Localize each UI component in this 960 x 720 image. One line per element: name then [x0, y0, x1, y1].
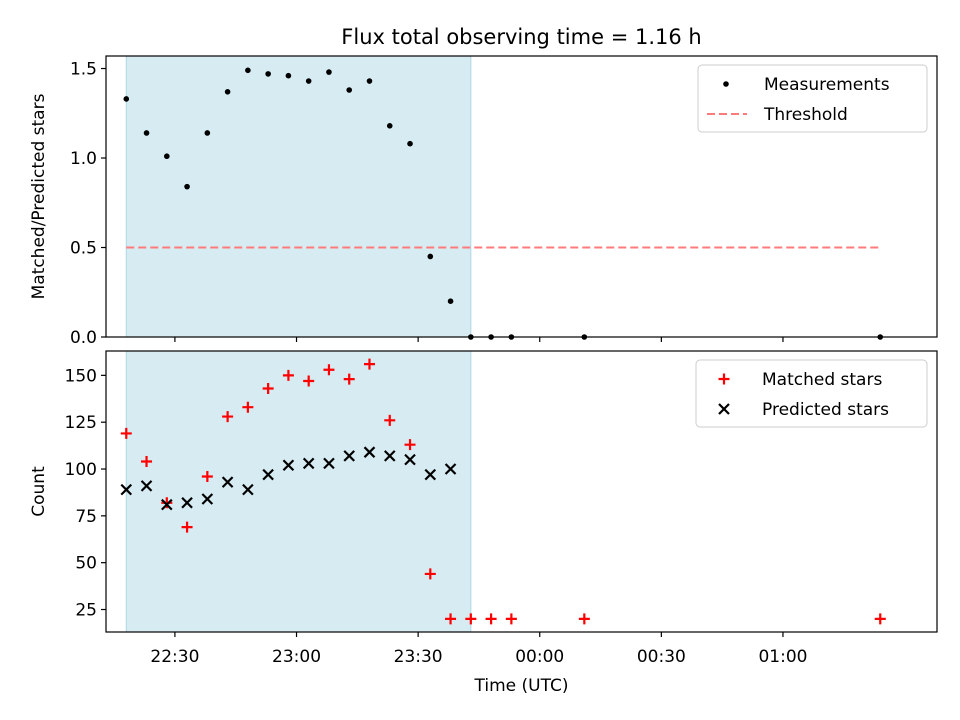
data-point: [424, 568, 436, 580]
y-tick-label: 75: [75, 507, 97, 527]
data-point: [305, 78, 312, 84]
data-point: [143, 130, 150, 136]
legend-box: [697, 64, 928, 133]
data-point: [282, 369, 294, 381]
data-point: [285, 72, 292, 79]
x-tick-label: 23:30: [394, 647, 443, 667]
data-point: [184, 183, 190, 190]
data-point: [224, 88, 231, 95]
data-point: [346, 87, 353, 93]
data-point: [427, 253, 434, 260]
x-tick-label: 23:00: [272, 647, 321, 667]
data-point: [363, 446, 376, 458]
data-point: [505, 613, 517, 625]
data-point: [445, 613, 457, 625]
legend-label: Measurements: [764, 75, 890, 95]
axes-frame: [105, 55, 938, 338]
x-tick-label: 22:30: [150, 647, 199, 667]
series-matched-stars: [120, 358, 886, 625]
data-point: [404, 439, 416, 451]
data-point: [141, 456, 153, 468]
data-point: [578, 613, 590, 625]
legend-label: Threshold: [763, 105, 848, 125]
y-tick-label: 0.5: [70, 239, 97, 259]
data-point: [343, 373, 355, 385]
data-point: [181, 496, 193, 509]
data-point: [323, 364, 335, 376]
y-axis-label: Count: [29, 466, 49, 517]
y-tick-label: 1.0: [70, 149, 97, 169]
data-point: [161, 497, 173, 509]
y-axis-label: Matched/Predicted stars: [29, 93, 49, 299]
y-tick-label: 100: [65, 460, 97, 480]
data-point: [120, 427, 132, 439]
data-point: [282, 459, 295, 472]
axes-frame: [105, 350, 938, 633]
data-point: [262, 468, 274, 481]
legend: Matched stars Predicted stars: [695, 359, 928, 428]
data-point: [123, 96, 130, 102]
data-point: [302, 457, 315, 470]
data-point: [447, 298, 454, 305]
data-point: [222, 411, 234, 423]
data-point: [221, 476, 234, 488]
data-point: [386, 123, 393, 129]
x-tick-label: 00:00: [515, 647, 564, 667]
series-measurements: [123, 67, 884, 340]
count-panel: 25 50 75 100 125 150 22:30 23:00 23:30 00:00 00:30…: [29, 350, 938, 696]
legend: Measurements Threshold: [697, 64, 928, 133]
ratio-panel: 0.0 0.5 1.0 1.5 Flux total observing time = …: [29, 25, 938, 348]
legend-swatch: [723, 81, 729, 87]
data-point: [242, 483, 254, 496]
y-tick-label: 50: [75, 554, 97, 574]
data-point: [444, 463, 457, 475]
legend-swatch: [718, 403, 730, 415]
y-tick-label: 125: [65, 413, 97, 433]
data-point: [201, 471, 213, 483]
y-tick-label: 150: [65, 366, 97, 386]
legend-label: Matched stars: [762, 370, 882, 390]
data-point: [465, 613, 477, 625]
series-predicted-stars: [120, 446, 457, 511]
y-tick-label: 1.5: [70, 60, 97, 80]
data-point: [874, 613, 886, 625]
data-point: [265, 71, 271, 77]
data-point: [120, 483, 133, 496]
data-point: [204, 130, 211, 136]
data-point: [407, 140, 413, 147]
data-point: [485, 613, 497, 625]
legend-box: [695, 359, 928, 428]
y-tick-label: 0.0: [70, 328, 97, 348]
data-point: [242, 401, 254, 413]
data-point: [140, 480, 153, 492]
data-point: [245, 67, 251, 74]
x-tick-label: 01:00: [758, 647, 807, 667]
data-point: [161, 498, 173, 511]
data-point: [181, 521, 193, 533]
data-point: [326, 69, 332, 75]
data-point: [383, 450, 396, 462]
chart-title: Flux total observing time = 1.16 h: [341, 25, 701, 49]
legend-swatch: [718, 373, 730, 385]
data-point: [363, 358, 375, 370]
data-point: [323, 457, 335, 470]
observing-span: [126, 351, 471, 632]
data-point: [384, 414, 396, 426]
data-point: [164, 153, 170, 160]
data-point: [343, 450, 355, 462]
data-point: [303, 375, 315, 387]
observing-span: [126, 56, 471, 337]
data-point: [262, 382, 274, 394]
data-point: [404, 453, 416, 466]
data-point: [424, 468, 437, 481]
x-axis-label: Time (UTC): [474, 676, 569, 696]
data-point: [366, 78, 373, 84]
legend-label: Predicted stars: [762, 400, 889, 420]
x-tick-label: 00:30: [637, 647, 686, 667]
y-tick-label: 25: [75, 601, 97, 621]
data-point: [201, 493, 214, 505]
